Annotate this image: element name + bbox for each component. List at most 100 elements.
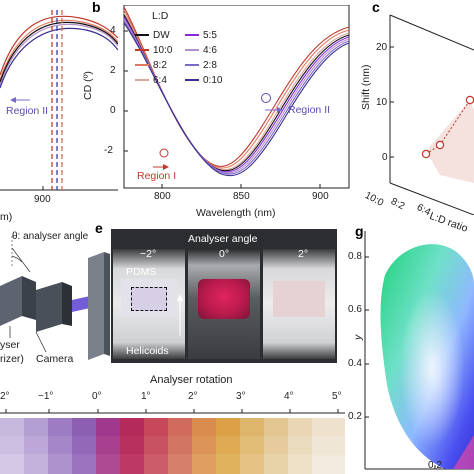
legend-swatch xyxy=(185,34,199,37)
legend-swatch xyxy=(185,49,199,52)
panel-e-photo-minus2 xyxy=(113,249,185,359)
panel-f-cell xyxy=(168,418,192,436)
panel-b-curve-2-8 xyxy=(123,20,350,175)
legend-label: 10:0 xyxy=(153,45,173,56)
panel-a-arrow-head xyxy=(10,97,16,103)
panel-f-tick: 1° xyxy=(141,391,151,402)
panel-c-point-6-4 xyxy=(465,95,474,105)
panel-e-title: Analyser angle xyxy=(188,233,258,245)
panel-f-tick: 2° xyxy=(188,391,198,402)
panel-d-camera-body xyxy=(36,282,62,332)
panel-g-xtick: 0.2 xyxy=(428,460,442,471)
panel-e-arrow-head xyxy=(177,294,183,301)
panel-c-top-edge xyxy=(389,14,474,51)
panel-d-setup xyxy=(0,236,110,360)
panel-c-letter: c xyxy=(372,0,380,15)
legend-label: 8:2 xyxy=(153,60,167,71)
panel-f-cell xyxy=(24,418,48,436)
panel-b-xtick-850: 850 xyxy=(233,191,250,202)
panel-b-region1-arrow-head xyxy=(163,164,169,170)
panel-a-plot xyxy=(0,10,118,191)
panel-g-ylabel: y xyxy=(352,334,364,340)
panel-f-cell xyxy=(216,454,240,474)
panel-f-cell xyxy=(48,418,72,436)
panel-f-cell xyxy=(24,454,48,474)
panel-c-plot xyxy=(389,14,474,215)
panel-f-tick: 0° xyxy=(92,391,102,402)
panel-f-cell xyxy=(72,454,96,474)
panel-a-curve-5 xyxy=(0,21,118,83)
panel-e-angle-minus2: −2° xyxy=(140,248,157,260)
panel-b-legend-4-6: 4:6 xyxy=(185,45,217,56)
panel-b-legend-0-10: 0:10 xyxy=(185,75,222,86)
panel-e-sample-0 xyxy=(198,279,250,319)
panel-f-cell xyxy=(216,436,240,454)
panel-f-axis xyxy=(0,409,345,414)
legend-label: 0:10 xyxy=(203,75,223,86)
panel-a-xlabel: m) xyxy=(0,211,13,223)
panel-f-cell xyxy=(24,436,48,454)
panel-f-cell xyxy=(0,454,24,474)
panel-f-cell xyxy=(240,436,264,454)
panel-b-region1-label: Region I xyxy=(137,170,177,182)
panel-b-frame xyxy=(123,5,350,189)
panel-b-legend-dw: DW xyxy=(135,30,170,41)
panel-b-legend-5-5: 5:5 xyxy=(185,30,217,41)
legend-label: 6:4 xyxy=(153,75,167,86)
panel-f-cell xyxy=(264,436,288,454)
panel-b-legend-title: L:D xyxy=(152,10,169,22)
panel-d-sample-front xyxy=(88,252,104,360)
panel-g-gamut-white xyxy=(380,244,474,469)
panel-f-cell xyxy=(168,436,192,454)
panel-f-cell xyxy=(72,436,96,454)
panel-f-cell xyxy=(120,436,144,454)
panel-f-cell xyxy=(192,454,216,474)
panel-f-cell xyxy=(48,454,72,474)
legend-swatch xyxy=(135,79,149,82)
panel-b-legend-6-4: 6:4 xyxy=(135,75,167,86)
panel-f-cell xyxy=(0,418,24,436)
panel-b-ytick-m2: -2 xyxy=(104,145,113,156)
panel-d-camera-side xyxy=(62,282,72,326)
panel-e-angle-plus2: 2° xyxy=(298,248,309,260)
legend-swatch xyxy=(135,64,149,67)
panel-e-pdms-label: PDMS xyxy=(126,266,157,278)
panel-b-region2-marker xyxy=(261,93,271,103)
panel-e-letter: e xyxy=(95,220,103,236)
panel-d-angle-label: θ: analyser angle xyxy=(12,231,89,242)
panel-g-magenta xyxy=(453,435,474,469)
panel-c-ytick-10: 10 xyxy=(376,97,388,108)
panel-b-ytick-4: 4 xyxy=(110,25,116,36)
panel-e-helicoids-arrow xyxy=(177,294,183,336)
panel-f-cell xyxy=(120,454,144,474)
panel-g-ytick: 0.2 xyxy=(348,411,362,422)
panel-c-shaded-plane xyxy=(426,100,474,183)
panel-b-region2-label: Region II xyxy=(288,104,331,116)
panel-c-point-10-0 xyxy=(421,149,431,159)
legend-swatch xyxy=(185,64,199,67)
panel-f-cell xyxy=(120,418,144,436)
panel-f-grid xyxy=(0,418,345,474)
panel-a-curve-2 xyxy=(0,19,118,81)
panel-d-angle-line xyxy=(11,247,31,273)
panel-f-cell xyxy=(288,454,312,474)
panel-b-xlabel: Wavelength (nm) xyxy=(196,207,276,219)
panel-f-cell xyxy=(192,418,216,436)
panel-b-legend-10-0: 10:0 xyxy=(135,45,172,56)
panel-a-curve-4 xyxy=(0,27,118,89)
panel-f-cell xyxy=(0,436,24,454)
panel-f-cell xyxy=(264,454,288,474)
legend-swatch xyxy=(135,49,149,52)
panel-e-photo-strip xyxy=(111,229,337,363)
panel-b-xtick-900: 900 xyxy=(312,191,329,202)
panel-b-ytick-0: 0 xyxy=(110,105,116,116)
panel-b-region1-marker xyxy=(159,148,169,158)
panel-f-cell xyxy=(192,436,216,454)
panel-c-ytick-0: 0 xyxy=(382,152,388,163)
panel-a-curve-3 xyxy=(0,23,118,86)
panel-a-xtick: 900 xyxy=(34,194,51,205)
panel-f-cell xyxy=(96,436,120,454)
panel-d-angle-arc xyxy=(11,255,23,263)
panel-b-curve-0-10 xyxy=(123,22,350,177)
panel-f-cell xyxy=(240,418,264,436)
